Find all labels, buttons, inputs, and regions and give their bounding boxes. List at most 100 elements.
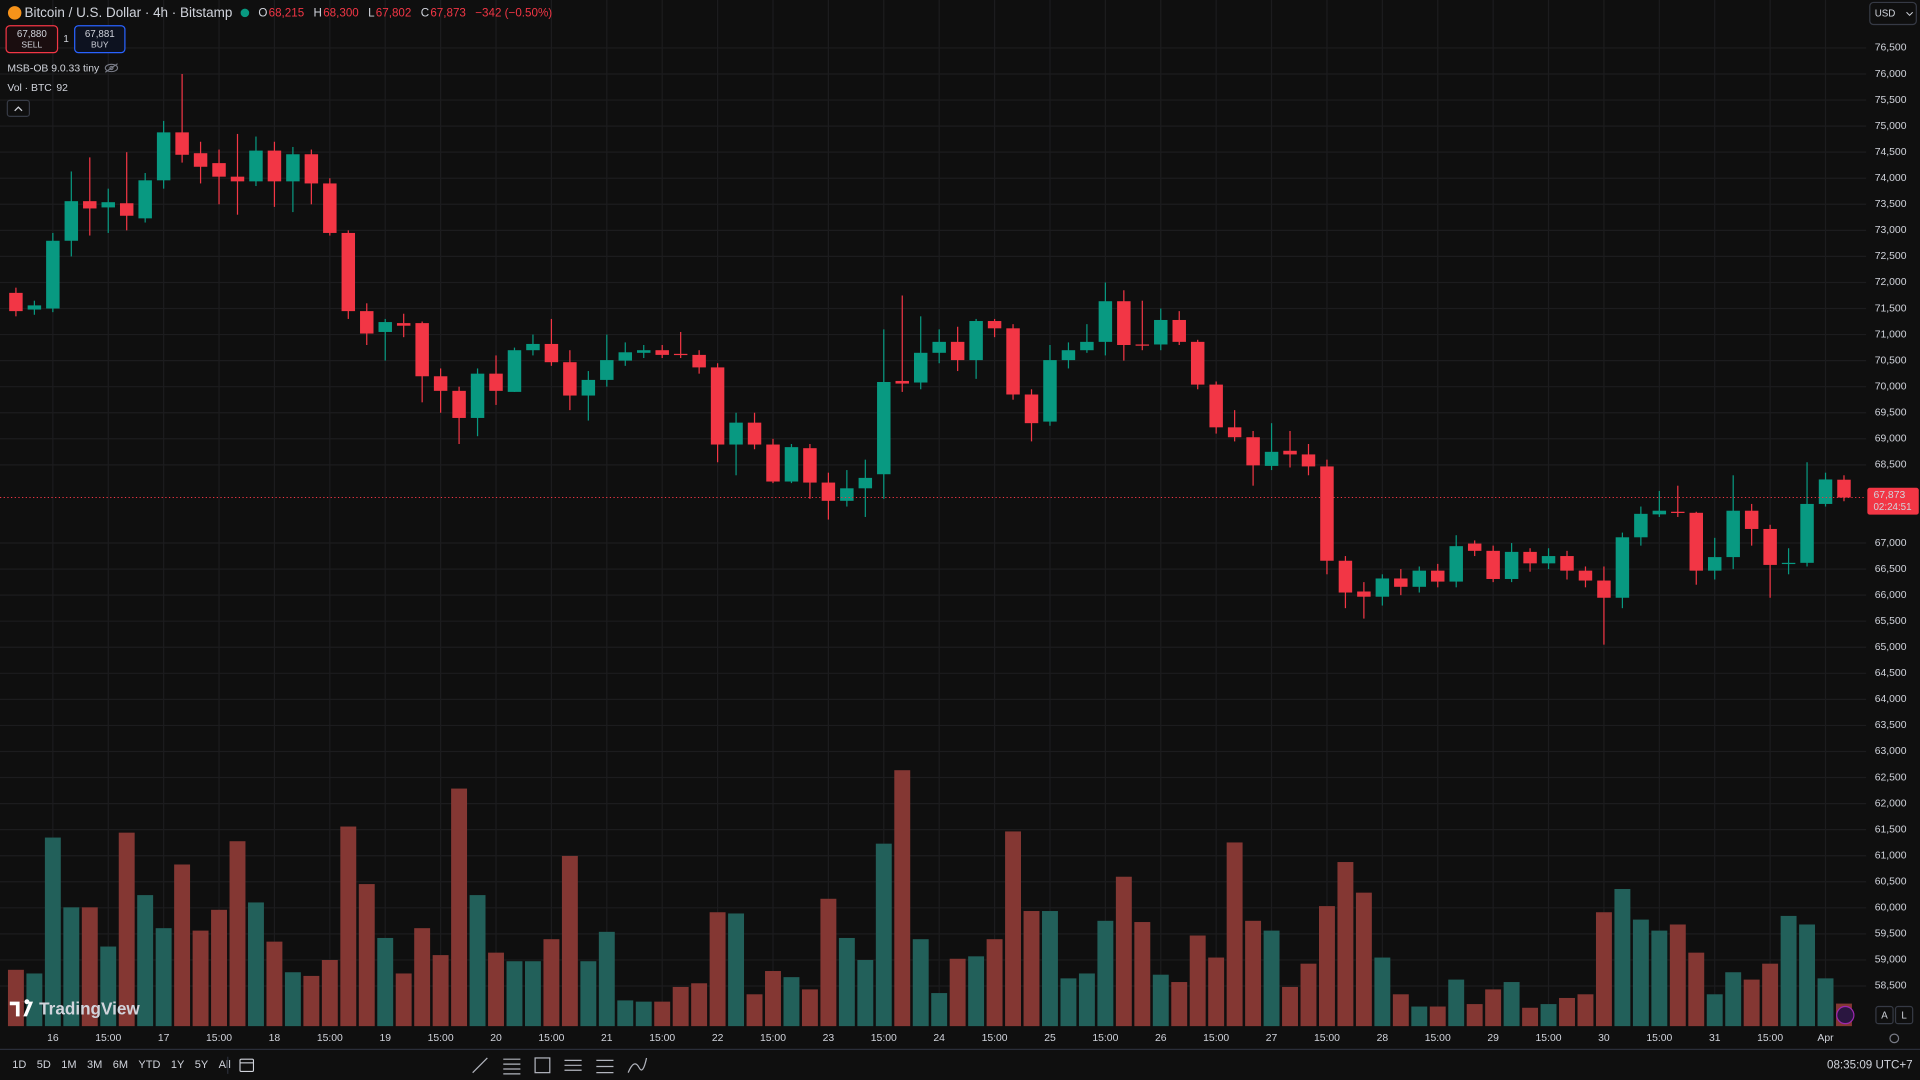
volume-bar [1245, 920, 1262, 1027]
log-scale-label: L [1901, 1010, 1907, 1021]
clock[interactable]: 08:35:09 UTC+7 [1827, 1058, 1913, 1071]
volume-bar [192, 930, 209, 1027]
drawing-tools [472, 1057, 648, 1075]
volume-bar [44, 837, 61, 1027]
candle-body [766, 444, 780, 482]
market-status[interactable] [240, 8, 250, 18]
candle-body [747, 422, 762, 445]
range-button[interactable]: 5D [37, 1059, 51, 1071]
settings-icon[interactable] [1889, 1033, 1900, 1044]
volume-bar [1559, 997, 1575, 1027]
brush-tool[interactable] [627, 1057, 648, 1073]
candle-body [1080, 341, 1094, 351]
tradingview-logo[interactable]: TradingView [9, 999, 141, 1019]
volume-bar [1060, 978, 1077, 1027]
rectangle-tool[interactable] [534, 1057, 551, 1074]
candle-body [655, 350, 669, 355]
candle-body [1338, 560, 1353, 593]
candle-body [1818, 479, 1833, 504]
symbol-title[interactable]: Bitcoin / U.S. Dollar · 4h · Bitstamp [24, 5, 232, 20]
candle-body [1043, 360, 1057, 422]
candle-body [784, 447, 799, 482]
x-tick-label: 25 [1044, 1033, 1056, 1044]
auto-scale-label: A [1881, 1010, 1888, 1021]
volume-bar [1226, 842, 1243, 1027]
volume-bar [248, 902, 264, 1027]
range-button[interactable]: YTD [138, 1059, 160, 1071]
candle-body [1781, 562, 1796, 565]
candle-body [1726, 510, 1740, 558]
candle-body [212, 163, 226, 177]
sell-button[interactable] [5, 25, 59, 54]
range-button[interactable]: 3M [87, 1059, 102, 1071]
range-button[interactable]: 1Y [171, 1059, 185, 1071]
volume-bar [1762, 963, 1779, 1027]
candle-body [1024, 394, 1039, 424]
buy-button[interactable] [74, 25, 126, 54]
range-button[interactable]: 1M [61, 1059, 76, 1071]
channel-tool[interactable] [564, 1059, 582, 1071]
volume-bar [875, 843, 892, 1027]
x-tick-label: 15:00 [982, 1033, 1008, 1044]
y-tick-label: 74,000 [1875, 173, 1907, 184]
volume-bar [63, 907, 80, 1027]
date-range-icon[interactable] [239, 1058, 255, 1072]
x-tick-label: 20 [490, 1033, 502, 1044]
range-button[interactable]: 6M [113, 1059, 128, 1071]
volume-bar [1097, 920, 1114, 1027]
candle-body [1763, 528, 1777, 565]
range-button[interactable]: 5Y [195, 1059, 209, 1071]
range-button[interactable]: 1D [12, 1059, 26, 1071]
candle-body [1098, 301, 1113, 342]
y-tick-label: 60,500 [1875, 877, 1907, 888]
volume-bar [1725, 972, 1742, 1027]
fib-tool[interactable] [503, 1058, 521, 1075]
volume-bar [672, 986, 689, 1027]
x-tick-label: 30 [1598, 1033, 1610, 1044]
candle-body [1154, 319, 1168, 345]
candle-body [1117, 301, 1131, 345]
candle-body [452, 390, 466, 418]
volume-legend[interactable]: Vol · BTC [7, 83, 52, 94]
currency-button[interactable] [1869, 1, 1917, 26]
x-tick-label: 15:00 [1314, 1033, 1340, 1044]
y-tick-label: 69,500 [1875, 407, 1907, 418]
candle-body [563, 362, 577, 396]
auto-scale-button[interactable] [1875, 1005, 1894, 1025]
y-tick-label: 66,500 [1875, 564, 1907, 575]
volume-bar [746, 994, 763, 1027]
x-tick-label: 15:00 [1536, 1033, 1562, 1044]
trend-line-tool[interactable] [472, 1057, 488, 1074]
candle-body [1061, 350, 1076, 361]
candle-body [415, 323, 429, 377]
y-tick-label: 63,500 [1875, 720, 1907, 731]
ohlc-value: 67,873 [430, 7, 466, 20]
candle-body [489, 373, 503, 391]
volume-bar [81, 907, 98, 1027]
candle-body [1357, 591, 1371, 597]
candle-body [1615, 537, 1630, 598]
volume-bar [1189, 935, 1206, 1027]
volume-bar [691, 983, 708, 1027]
quantity[interactable]: 1 [63, 34, 68, 45]
assistant-button[interactable] [1836, 1005, 1855, 1025]
indicator-name[interactable]: MSB-OB 9.0.33 tiny [7, 63, 100, 74]
ohlc-key: H [314, 7, 322, 20]
volume-bar [1078, 973, 1095, 1027]
y-tick-label: 67,000 [1875, 538, 1907, 549]
candle-body [618, 352, 633, 361]
eye-icon[interactable] [104, 63, 119, 73]
pitchfork-tool[interactable] [596, 1059, 614, 1074]
volume-bar [765, 971, 781, 1027]
x-tick-label: 28 [1377, 1033, 1389, 1044]
collapse-button[interactable] [6, 99, 30, 117]
volume-bar [1706, 994, 1723, 1027]
x-tick-label: 15:00 [871, 1033, 897, 1044]
y-tick-label: 61,500 [1875, 824, 1907, 835]
log-scale-button[interactable] [1894, 1005, 1914, 1025]
y-tick-label: 76,500 [1875, 43, 1907, 54]
range-button[interactable]: All [219, 1059, 231, 1071]
symbol-icon[interactable] [7, 6, 22, 20]
volume-bar [580, 961, 597, 1027]
volume-bar [838, 937, 855, 1027]
